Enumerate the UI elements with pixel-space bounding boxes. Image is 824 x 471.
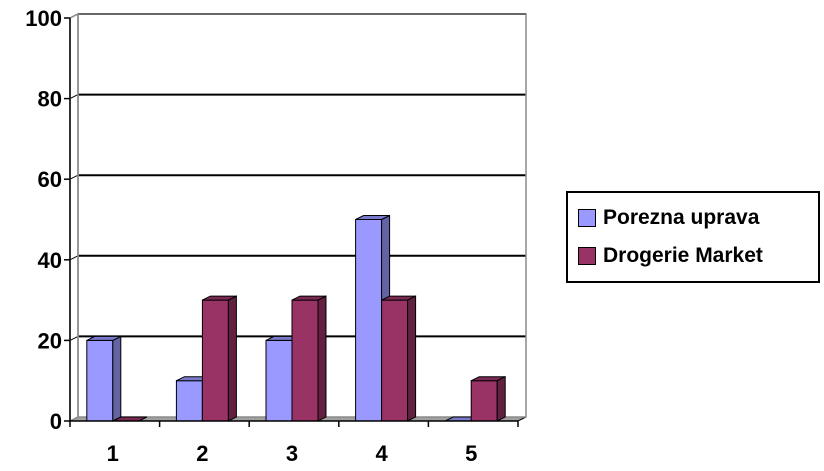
legend-swatch-series-1 bbox=[578, 209, 596, 227]
bar-top-2-2 bbox=[202, 295, 237, 301]
y-tick-label-60: 60 bbox=[38, 167, 62, 192]
bar-top-1-1 bbox=[86, 335, 122, 341]
gridline-side-60 bbox=[69, 174, 79, 180]
legend: Porezna uprava Drogerie Market bbox=[566, 191, 820, 283]
bars bbox=[86, 214, 506, 422]
bar-front-2-2 bbox=[201, 299, 229, 422]
gridline-side-20 bbox=[69, 335, 79, 341]
x-tick-label-3: 3 bbox=[286, 441, 298, 466]
gridlines bbox=[69, 13, 526, 341]
bar-2-2 bbox=[201, 295, 237, 422]
legend-swatch-series-2 bbox=[578, 247, 596, 265]
bar-side-2-3 bbox=[317, 295, 327, 422]
bar-front-1-2 bbox=[175, 380, 203, 422]
legend-item-series-2: Drogerie Market bbox=[578, 241, 763, 271]
y-tick-label-20: 20 bbox=[38, 328, 62, 353]
bar-front-2-4 bbox=[381, 299, 409, 422]
y-tick-label-100: 100 bbox=[25, 6, 62, 31]
legend-label-series-2: Drogerie Market bbox=[603, 244, 763, 267]
bar-2-3 bbox=[291, 295, 327, 422]
bar-top-2-5 bbox=[470, 376, 506, 382]
y-axis: 0 20 40 60 80 100 bbox=[25, 6, 71, 434]
bar-side-1-1 bbox=[112, 335, 122, 422]
legend-item-series-1: Porezna uprava bbox=[578, 203, 759, 233]
bar-side-2-4 bbox=[407, 295, 417, 422]
bar-top-2-4 bbox=[381, 295, 416, 301]
bar-2-4 bbox=[381, 295, 417, 422]
y-tick-label-40: 40 bbox=[38, 248, 62, 273]
bar-front-2-3 bbox=[291, 299, 319, 422]
bar-1-1 bbox=[86, 335, 122, 422]
bar-front-2-5 bbox=[470, 380, 498, 422]
side-wall bbox=[69, 12, 79, 423]
x-tick-label-2: 2 bbox=[196, 441, 208, 466]
y-tick-label-0: 0 bbox=[50, 409, 62, 434]
x-tick-label-4: 4 bbox=[375, 441, 388, 466]
legend-label-series-1: Porezna uprava bbox=[603, 206, 760, 229]
bar-front-1-3 bbox=[265, 339, 293, 422]
y-tick-label-80: 80 bbox=[38, 87, 62, 112]
bar-front-1-1 bbox=[86, 339, 114, 422]
bar-2-5 bbox=[470, 375, 506, 422]
bar-side-2-5 bbox=[496, 375, 506, 422]
x-tick-label-5: 5 bbox=[465, 441, 477, 466]
bar-front-1-4 bbox=[355, 219, 383, 422]
gridline-side-80 bbox=[69, 94, 79, 100]
x-tick-label-1: 1 bbox=[107, 441, 119, 466]
gridline-side-40 bbox=[69, 255, 79, 261]
bar-side-2-2 bbox=[227, 295, 237, 422]
bar-top-2-3 bbox=[291, 295, 327, 301]
x-axis: 1 2 3 4 5 bbox=[69, 420, 519, 466]
bar-top-1-4 bbox=[355, 215, 390, 220]
